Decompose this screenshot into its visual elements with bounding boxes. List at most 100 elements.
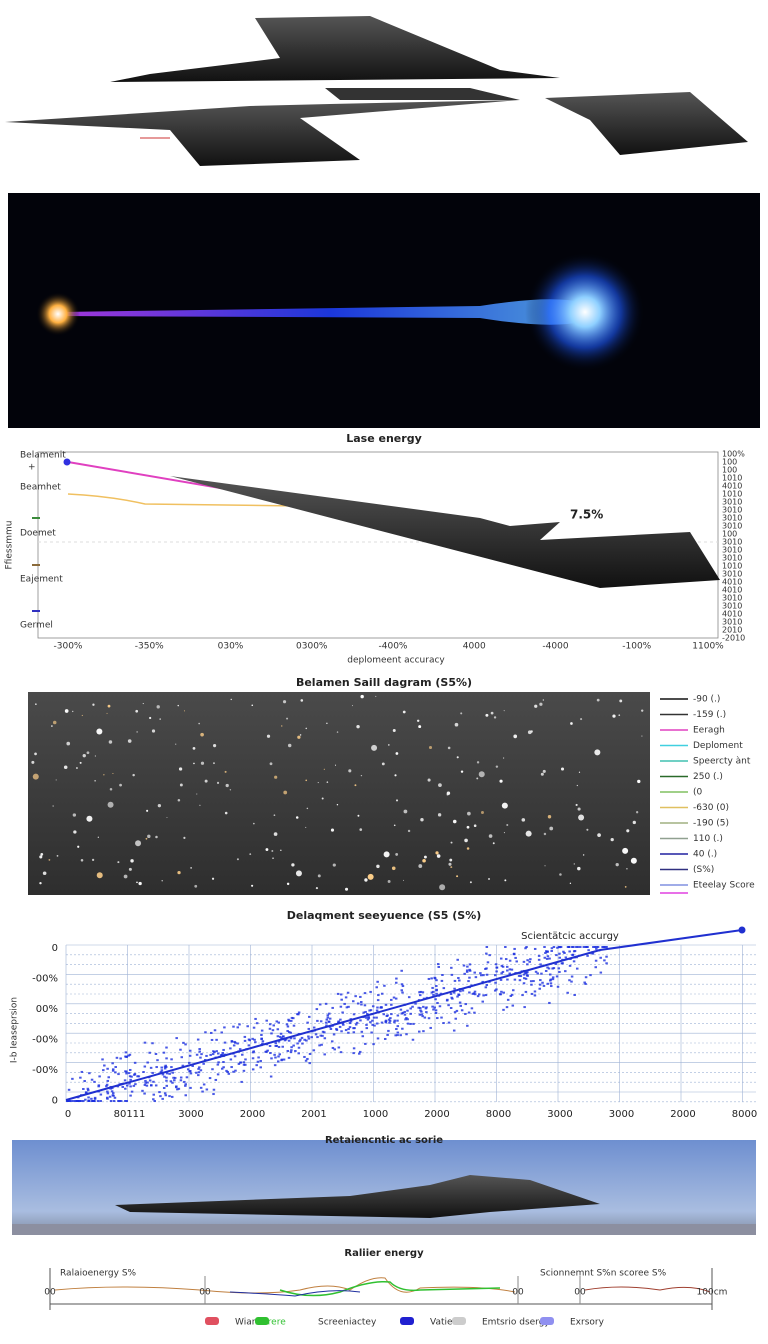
point: [93, 1097, 97, 1100]
star: [610, 838, 614, 842]
point: [526, 959, 529, 962]
point: [567, 946, 571, 948]
point: [549, 978, 553, 981]
point: [500, 964, 504, 967]
point: [375, 1022, 379, 1025]
point: [173, 1079, 176, 1082]
star: [161, 879, 163, 882]
point: [325, 1024, 328, 1027]
scatter-points: [66, 946, 608, 1102]
point: [396, 1031, 400, 1034]
star: [438, 783, 442, 787]
point: [339, 1018, 342, 1021]
star: [52, 805, 54, 807]
star: [323, 768, 325, 770]
point: [141, 1089, 144, 1092]
star: [371, 744, 378, 751]
star: [478, 771, 485, 778]
star: [132, 773, 135, 777]
point: [539, 979, 542, 982]
star: [135, 840, 142, 847]
point: [243, 1035, 247, 1038]
star: [211, 877, 215, 880]
spaceship-image: [5, 16, 748, 166]
point: [286, 1025, 290, 1028]
star: [177, 870, 181, 875]
point: [128, 1053, 132, 1056]
star: [280, 849, 282, 852]
point: [308, 1062, 311, 1065]
point: [550, 949, 553, 952]
point: [80, 1070, 84, 1073]
star: [145, 837, 148, 840]
point: [601, 946, 604, 948]
point: [464, 1012, 467, 1015]
star: [473, 824, 477, 827]
point: [375, 1009, 379, 1012]
point: [337, 1046, 341, 1049]
point: [230, 1040, 234, 1043]
point: [236, 1042, 239, 1045]
point: [119, 1100, 123, 1102]
x-tick-label: 2001: [301, 1109, 326, 1120]
star: [249, 853, 252, 856]
star: [395, 752, 399, 755]
star: [281, 725, 283, 727]
point: [184, 1094, 187, 1097]
point: [223, 1041, 227, 1044]
star: [213, 762, 215, 765]
star: [435, 851, 439, 855]
point: [449, 1006, 453, 1009]
point: [558, 970, 561, 973]
point: [86, 1087, 90, 1090]
point: [204, 1031, 207, 1034]
point: [289, 1051, 293, 1054]
left-label: Beamhet: [20, 483, 61, 493]
point: [401, 985, 405, 988]
star: [476, 777, 479, 780]
point: [354, 995, 357, 998]
point: [384, 1019, 388, 1022]
point: [449, 992, 453, 995]
point: [179, 1079, 183, 1082]
point: [421, 991, 425, 994]
right-tick-label: 3010: [722, 594, 742, 603]
star: [73, 830, 77, 834]
point: [484, 994, 488, 997]
point: [129, 1078, 132, 1081]
right-tick-label: 1010: [722, 490, 742, 499]
star: [224, 811, 228, 815]
point: [252, 1026, 256, 1029]
point: [508, 972, 511, 975]
point: [481, 1000, 484, 1003]
star: [295, 870, 302, 877]
point: [247, 1038, 251, 1041]
right-tick-label: 1010: [722, 562, 742, 571]
point: [437, 965, 440, 968]
point: [466, 965, 469, 968]
point: [93, 1080, 96, 1083]
point: [163, 1065, 167, 1068]
point: [220, 1031, 223, 1034]
star: [183, 836, 186, 839]
right-tick-label: 3010: [722, 522, 742, 531]
point: [211, 1068, 214, 1071]
point: [268, 1027, 272, 1030]
point: [395, 981, 398, 984]
star: [641, 735, 643, 737]
point: [465, 969, 469, 972]
end-point: [738, 926, 746, 934]
x-tick-label: 030%: [218, 642, 244, 652]
x-tick-label: -400%: [379, 642, 408, 652]
point: [352, 1031, 356, 1034]
star: [499, 779, 503, 783]
point: [97, 1084, 101, 1087]
right-tick-label: 100: [722, 458, 737, 467]
star: [618, 714, 621, 716]
point: [205, 1088, 209, 1091]
point: [536, 972, 539, 975]
right-tick-label: 100%: [722, 450, 745, 459]
point: [372, 1043, 375, 1046]
star: [578, 771, 581, 773]
legend-label: Wiant: [235, 1318, 261, 1328]
